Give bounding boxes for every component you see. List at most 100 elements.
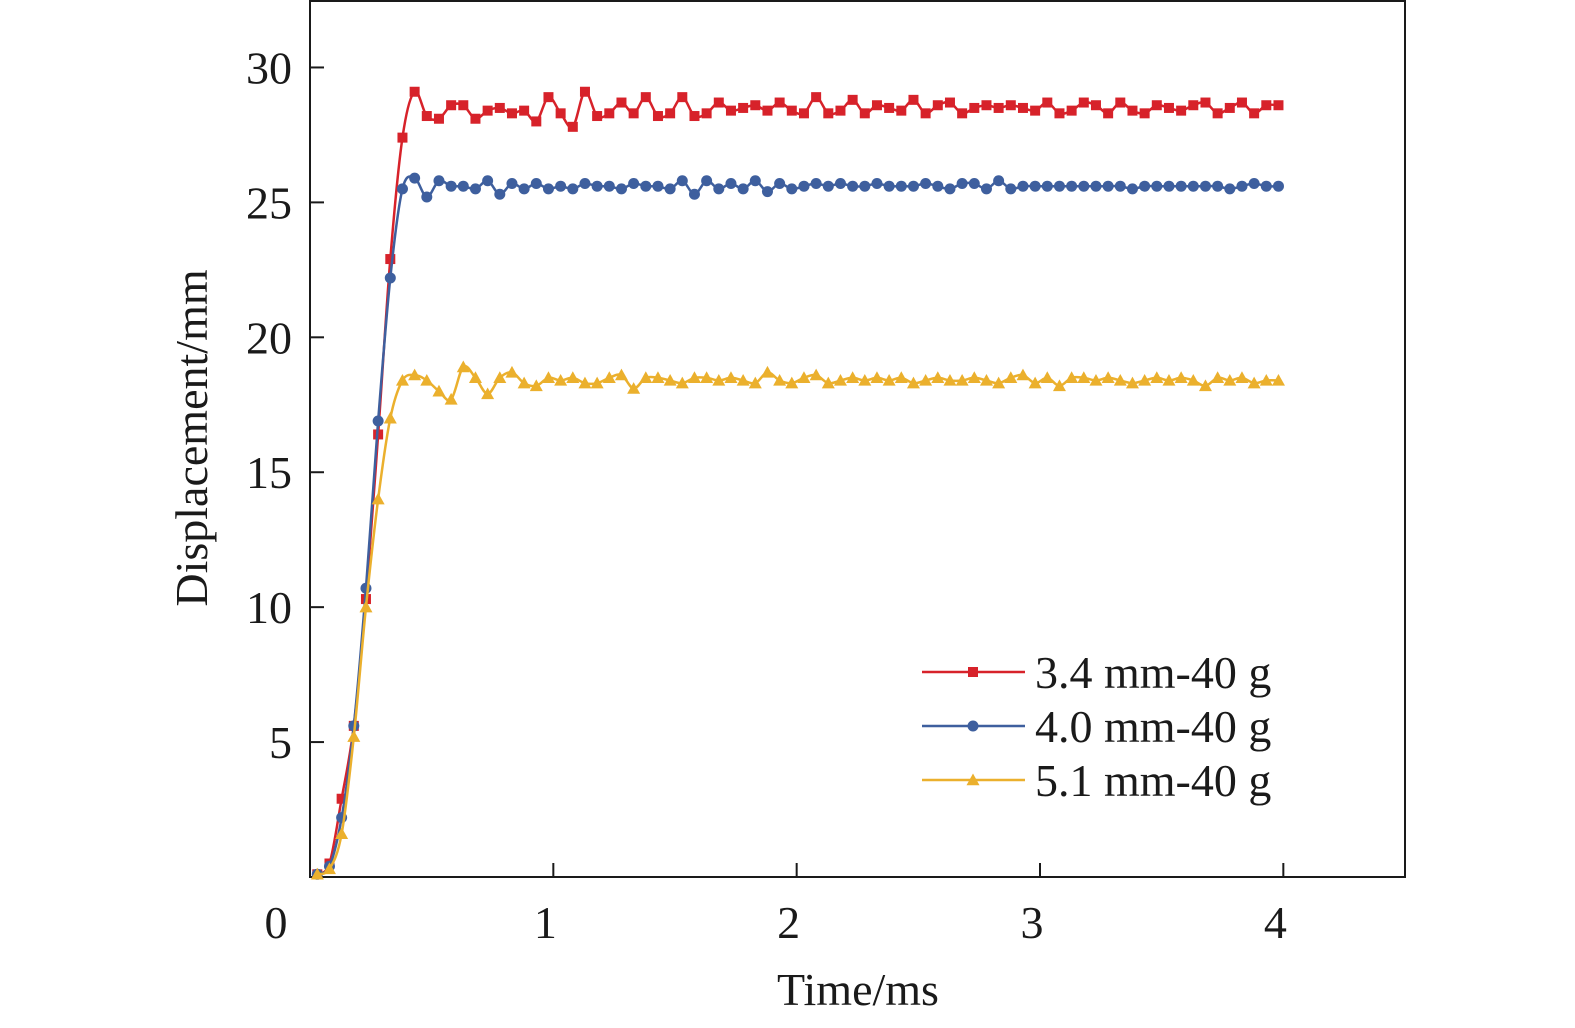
data-point bbox=[1114, 180, 1126, 192]
data-point bbox=[859, 108, 870, 119]
data-point bbox=[992, 376, 1006, 389]
data-point bbox=[675, 376, 689, 389]
legend-item: 5.1 mm-40 g bbox=[922, 755, 1271, 806]
data-point bbox=[1224, 102, 1235, 113]
data-point bbox=[1078, 97, 1089, 108]
series-2 bbox=[311, 172, 1284, 880]
data-point bbox=[846, 371, 860, 383]
data-point bbox=[724, 371, 738, 383]
data-point bbox=[604, 108, 615, 119]
data-point bbox=[578, 376, 592, 389]
data-point bbox=[567, 183, 579, 195]
data-point bbox=[712, 373, 726, 386]
data-point bbox=[505, 365, 519, 378]
data-point bbox=[834, 177, 846, 189]
y-tick-label: 15 bbox=[246, 447, 292, 498]
data-point bbox=[531, 116, 542, 127]
legend: 3.4 mm-40 g4.0 mm-40 g5.1 mm-40 g bbox=[922, 647, 1271, 806]
data-point bbox=[518, 183, 530, 195]
data-point bbox=[555, 180, 567, 192]
data-point bbox=[1125, 376, 1139, 389]
legend-label: 3.4 mm-40 g bbox=[1035, 647, 1271, 698]
data-point bbox=[1163, 180, 1175, 192]
data-point bbox=[689, 111, 700, 122]
data-point bbox=[750, 100, 761, 111]
data-point bbox=[955, 373, 969, 386]
data-point bbox=[882, 373, 896, 386]
data-point bbox=[1052, 379, 1066, 392]
data-point bbox=[1224, 183, 1236, 195]
data-point bbox=[494, 102, 505, 113]
data-point bbox=[944, 183, 956, 195]
data-point bbox=[579, 86, 590, 97]
data-point bbox=[1271, 373, 1285, 386]
data-point bbox=[810, 177, 822, 189]
data-point bbox=[444, 392, 458, 405]
data-point bbox=[822, 180, 834, 192]
data-point bbox=[1066, 180, 1078, 192]
series-layer bbox=[310, 86, 1285, 880]
data-point bbox=[786, 183, 798, 195]
data-point bbox=[555, 108, 566, 119]
data-point bbox=[409, 172, 421, 184]
data-point bbox=[1139, 180, 1151, 192]
data-point bbox=[701, 175, 713, 187]
data-point bbox=[1005, 183, 1017, 195]
x-tick-label: 3 bbox=[1021, 897, 1044, 948]
series-3 bbox=[310, 360, 1285, 880]
data-point bbox=[1017, 102, 1028, 113]
data-point bbox=[1004, 371, 1018, 383]
data-point bbox=[591, 180, 603, 192]
data-point bbox=[1247, 376, 1261, 389]
data-point bbox=[457, 180, 469, 192]
data-point bbox=[981, 100, 992, 111]
data-point bbox=[1103, 108, 1114, 119]
x-tick-label: 1 bbox=[534, 897, 557, 948]
data-point bbox=[590, 376, 604, 389]
legend-item: 3.4 mm-40 g bbox=[922, 647, 1271, 698]
data-point bbox=[1236, 97, 1247, 108]
data-point bbox=[1259, 373, 1273, 386]
data-point bbox=[1138, 373, 1152, 386]
data-point bbox=[677, 92, 688, 103]
data-point bbox=[396, 183, 408, 195]
data-point bbox=[894, 371, 908, 383]
data-point bbox=[517, 376, 531, 389]
data-point bbox=[700, 371, 714, 383]
data-point bbox=[833, 373, 847, 386]
data-point bbox=[1078, 180, 1090, 192]
data-point bbox=[1150, 371, 1164, 383]
data-point bbox=[760, 365, 774, 378]
data-point bbox=[687, 371, 701, 383]
data-point bbox=[858, 373, 872, 386]
data-point bbox=[883, 180, 895, 192]
data-point bbox=[529, 379, 543, 392]
data-point bbox=[1054, 108, 1065, 119]
data-point bbox=[469, 183, 481, 195]
data-point bbox=[446, 100, 457, 111]
x-tick-label: 0 bbox=[265, 897, 288, 948]
data-point bbox=[1101, 371, 1115, 383]
data-point bbox=[372, 415, 384, 427]
data-point bbox=[421, 111, 432, 122]
data-point bbox=[896, 105, 907, 116]
plot-border bbox=[309, 0, 1406, 878]
data-point bbox=[506, 108, 517, 119]
data-point bbox=[993, 102, 1004, 113]
data-point bbox=[980, 183, 992, 195]
data-point bbox=[1016, 368, 1030, 381]
data-point bbox=[347, 730, 361, 742]
data-point bbox=[1029, 180, 1041, 192]
x-tick-label: 2 bbox=[777, 897, 800, 948]
data-point bbox=[1090, 100, 1101, 111]
data-point bbox=[1090, 180, 1102, 192]
data-point bbox=[481, 387, 495, 400]
data-point bbox=[445, 180, 457, 192]
data-point bbox=[433, 175, 445, 187]
data-point bbox=[519, 105, 530, 116]
data-point bbox=[956, 177, 968, 189]
data-point bbox=[1248, 177, 1260, 189]
data-point bbox=[725, 105, 736, 116]
legend-marker bbox=[967, 720, 979, 732]
data-point bbox=[847, 94, 858, 105]
